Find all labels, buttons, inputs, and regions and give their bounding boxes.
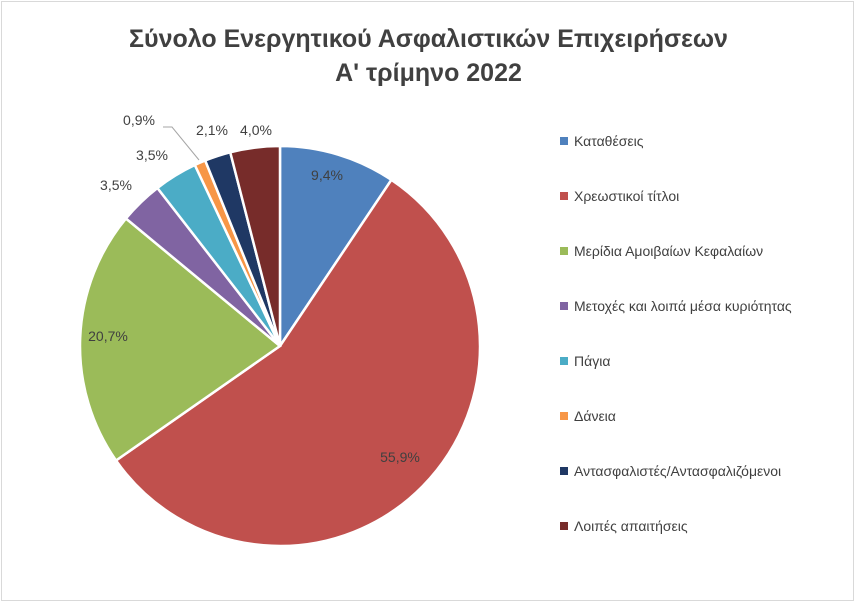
- legend-item: Μερίδια Αμοιβαίων Κεφαλαίων: [560, 240, 763, 262]
- legend-label: Πάγια: [574, 353, 611, 369]
- legend-label: Δάνεια: [574, 408, 616, 424]
- legend-label: Λοιπές απαιτήσεις: [574, 518, 688, 534]
- legend-item: Λοιπές απαιτήσεις: [560, 515, 688, 537]
- legend-label: Αντασφαλιστές/Αντασφαλιζόμενοι: [574, 463, 782, 479]
- legend-item: Πάγια: [560, 350, 610, 372]
- slice-data-label: 20,7%: [88, 328, 128, 344]
- legend-item: Μετοχές και λοιπά μέσα κυριότητας: [560, 295, 792, 317]
- slice-data-label: 0,9%: [123, 112, 155, 128]
- legend-label: Καταθέσεις: [574, 133, 644, 149]
- chart-title: Σύνολο Ενεργητικού Ασφαλιστικών Επιχειρή…: [0, 22, 857, 90]
- legend-swatch: [560, 192, 568, 200]
- legend-swatch: [560, 302, 568, 310]
- legend-swatch: [560, 522, 568, 530]
- slice-data-label: 3,5%: [100, 177, 132, 193]
- legend-swatch: [560, 247, 568, 255]
- pie-slice: [78, 216, 283, 463]
- chart-title-line1: Σύνολο Ενεργητικού Ασφαλιστικών Επιχειρή…: [129, 25, 728, 53]
- legend-swatch: [560, 137, 568, 145]
- pie-slice: [228, 144, 282, 347]
- slice-data-label: 9,4%: [311, 167, 343, 183]
- legend-swatch: [560, 412, 568, 420]
- legend-item: Δάνεια: [560, 405, 616, 427]
- legend-label: Χρεωστικοί τίτλοι: [574, 188, 680, 204]
- slice-data-label: 3,5%: [136, 147, 168, 163]
- slice-data-label: 2,1%: [196, 122, 228, 138]
- pie-slice: [114, 178, 482, 548]
- chart-title-line2: Α' τρίμηνο 2022: [335, 59, 522, 87]
- legend-label: Μερίδια Αμοιβαίων Κεφαλαίων: [574, 243, 764, 259]
- slice-data-label: 4,0%: [240, 122, 272, 138]
- legend-item: Χρεωστικοί τίτλοι: [560, 185, 679, 207]
- legend-swatch: [560, 467, 568, 475]
- legend-label: Μετοχές και λοιπά μέσα κυριότητας: [574, 298, 792, 314]
- leader-line: [163, 126, 200, 161]
- legend-swatch: [560, 357, 568, 365]
- slice-data-label: 55,9%: [380, 449, 420, 465]
- legend-item: Αντασφαλιστές/Αντασφαλιζόμενοι: [560, 460, 781, 482]
- pie-slice: [278, 144, 394, 351]
- legend-item: Καταθέσεις: [560, 130, 643, 152]
